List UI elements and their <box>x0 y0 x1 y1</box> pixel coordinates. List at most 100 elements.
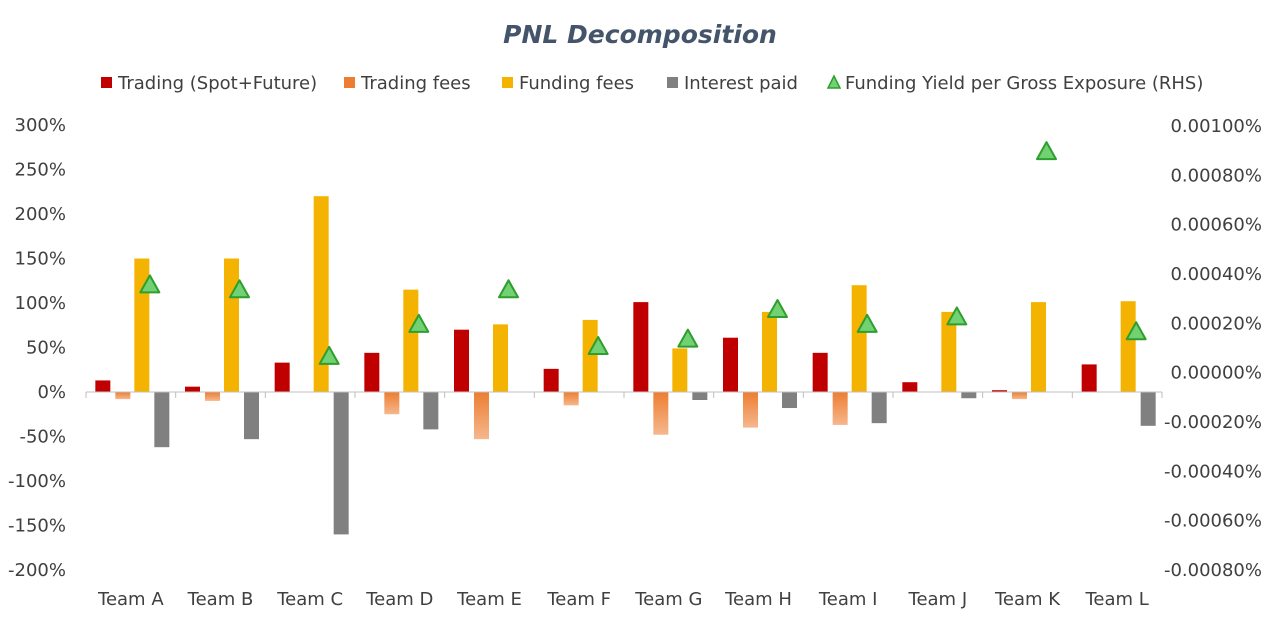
bar-trading-spot-future-team-d <box>364 352 380 392</box>
bar-trading-fees-team-f <box>563 392 579 406</box>
bar-trading-spot-future-team-h <box>723 337 738 392</box>
y2-tick-label: -0.00040% <box>1164 461 1262 482</box>
bar-interest-paid-team-c <box>333 392 349 535</box>
marker-team-f <box>587 336 609 356</box>
bar-interest-paid-team-g <box>692 392 708 401</box>
bar-funding-fees-team-d <box>403 289 419 392</box>
marker-team-d <box>408 313 430 333</box>
y-tick-label: 0% <box>37 382 66 403</box>
bar-trading-spot-future-team-j <box>902 382 918 392</box>
legend-swatch-interest-paid <box>667 77 678 88</box>
category-label-team-f: Team F <box>546 589 611 610</box>
bar-trading-fees-team-e <box>474 392 489 440</box>
y-tick-label: 50% <box>26 338 66 359</box>
bar-funding-fees-team-g <box>672 348 688 392</box>
category-label-team-h: Team H <box>724 589 792 610</box>
category-label-team-b: Team B <box>187 589 254 610</box>
bar-trading-fees-team-b <box>205 392 220 401</box>
marker-team-i <box>856 313 878 333</box>
category-label-team-d: Team D <box>365 589 433 610</box>
marker-team-a <box>139 274 161 294</box>
legend-label-trading-spot-future: Trading (Spot+Future) <box>117 73 317 94</box>
bar-trading-fees-team-h <box>743 392 758 428</box>
y2-tick-label: -0.00060% <box>1164 511 1262 532</box>
bar-trading-spot-future-team-i <box>812 352 828 392</box>
bar-trading-spot-future-team-g <box>633 302 649 392</box>
bar-funding-fees-team-c <box>313 196 329 392</box>
marker-team-k <box>1036 141 1057 161</box>
bar-interest-paid-team-l <box>1140 392 1156 426</box>
bar-trading-spot-future-team-b <box>185 386 200 392</box>
bar-trading-spot-future-team-a <box>95 380 111 392</box>
markers-layer <box>139 141 1147 365</box>
bar-funding-fees-team-i <box>851 285 867 392</box>
bar-interest-paid-team-d <box>423 392 439 430</box>
legend-label-interest-paid: Interest paid <box>684 73 798 94</box>
y-tick-label: -150% <box>8 516 66 537</box>
y2-tick-label: 0.00020% <box>1170 313 1262 334</box>
y-tick-label: 100% <box>15 293 66 314</box>
category-label-team-c: Team C <box>276 589 343 610</box>
category-label-team-k: Team K <box>994 589 1061 610</box>
category-label-team-j: Team J <box>908 589 968 610</box>
y2-tick-label: 0.00080% <box>1170 165 1262 186</box>
category-label-team-e: Team E <box>456 589 522 610</box>
y2-tick-label: -0.00080% <box>1164 560 1262 581</box>
legend: Trading (Spot+Future) Trading fees Funding… <box>101 73 1203 94</box>
y-tick-label: 300% <box>15 115 66 136</box>
legend-label-trading-fees: Trading fees <box>360 73 471 94</box>
marker-team-l <box>1125 321 1147 341</box>
category-label-team-g: Team G <box>634 589 702 610</box>
bar-interest-paid-team-h <box>782 392 797 409</box>
bar-funding-fees-team-k <box>1031 302 1046 392</box>
y-tick-label: -200% <box>8 560 66 581</box>
bar-trading-fees-team-g <box>653 392 669 435</box>
category-label-team-i: Team I <box>818 589 878 610</box>
bar-trading-spot-future-team-l <box>1081 364 1097 392</box>
bar-trading-spot-future-team-e <box>454 329 469 392</box>
y2-tick-label: 0.00040% <box>1170 264 1262 285</box>
x-axis: Team A Team B Team C Team D Team E Team F Team… <box>97 589 1149 610</box>
chart-title: PNL Decomposition <box>503 20 777 49</box>
y2-tick-label: 0.00000% <box>1170 363 1262 384</box>
category-label-team-a: Team A <box>97 589 164 610</box>
y-axis-right: 0.00100% 0.00080% 0.00060% 0.00040% 0.00020%… <box>1164 116 1262 581</box>
marker-team-h <box>767 299 788 319</box>
bar-funding-fees-team-f <box>582 319 598 392</box>
y-tick-label: 200% <box>15 204 66 225</box>
bar-trading-spot-future-team-c <box>274 362 290 392</box>
y-tick-label: -100% <box>8 471 66 492</box>
y-tick-label: -50% <box>19 427 66 448</box>
marker-team-e <box>498 279 519 299</box>
legend-label-funding-fees: Funding fees <box>519 73 634 94</box>
bar-funding-fees-team-b <box>224 258 239 392</box>
y2-tick-label: -0.00020% <box>1164 412 1262 433</box>
bar-funding-fees-team-h <box>762 311 777 392</box>
category-tick-marks <box>85 392 1163 398</box>
legend-label-funding-yield-per-gross-exposure-rhs: Funding Yield per Gross Exposure (RHS) <box>845 73 1203 94</box>
marker-team-g <box>677 328 699 348</box>
bar-trading-spot-future-team-k <box>992 390 1007 392</box>
bar-interest-paid-team-i <box>871 392 887 424</box>
y-axis-left: 300% 250% 200% 150% 100% 50% 0% -50% -100% -150% -… <box>8 115 66 581</box>
legend-swatch-trading-fees <box>344 77 355 88</box>
legend-swatch-funding-fees <box>502 77 513 88</box>
bar-trading-fees-team-i <box>832 392 848 425</box>
y2-tick-label: 0.00060% <box>1170 215 1262 236</box>
bar-interest-paid-team-a <box>154 392 170 448</box>
bar-trading-fees-team-k <box>1012 392 1027 400</box>
bar-interest-paid-team-j <box>961 392 977 399</box>
marker-team-j <box>946 306 968 326</box>
legend-swatch-trading-spot-future <box>101 77 112 88</box>
bars-layer <box>95 196 1156 535</box>
marker-team-b <box>229 279 250 299</box>
bar-interest-paid-team-b <box>244 392 259 440</box>
legend-swatch-funding-yield-per-gross-exposure-rhs <box>826 74 842 89</box>
bar-funding-fees-team-l <box>1120 301 1136 392</box>
category-label-team-l: Team L <box>1085 589 1149 610</box>
bar-funding-fees-team-e <box>493 324 508 392</box>
marker-team-c <box>318 345 340 365</box>
y2-tick-label: 0.00100% <box>1170 116 1262 137</box>
bar-trading-spot-future-team-f <box>543 368 559 392</box>
